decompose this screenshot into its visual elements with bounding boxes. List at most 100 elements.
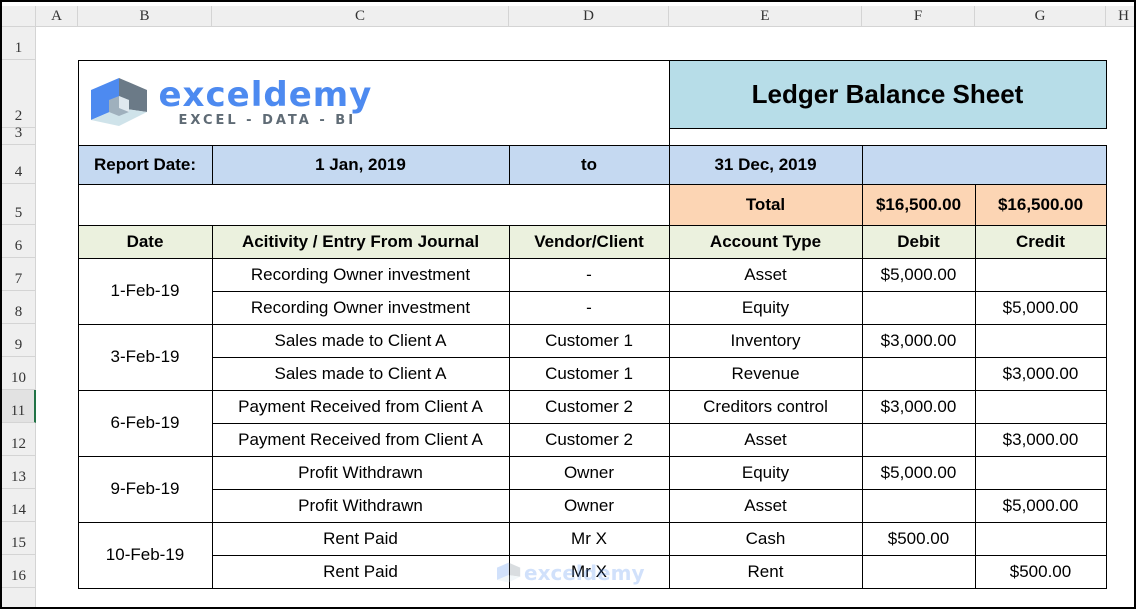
logo-name: exceldemy	[158, 75, 373, 115]
debit-cell[interactable]	[861, 554, 976, 589]
date-cell[interactable]: 1-Feb-19	[77, 257, 213, 325]
total-credit[interactable]: $16,500.00	[974, 183, 1107, 226]
column-header-G[interactable]: G	[975, 6, 1106, 27]
account-type-cell[interactable]: Asset	[668, 422, 863, 457]
debit-cell[interactable]: $3,000.00	[861, 389, 976, 424]
row-header-11[interactable]: 11	[2, 390, 36, 423]
vendor-cell[interactable]: Owner	[508, 488, 670, 523]
credit-cell[interactable]	[974, 389, 1107, 424]
account-type-cell[interactable]: Equity	[668, 290, 863, 325]
activity-cell[interactable]: Payment Received from Client A	[211, 422, 510, 457]
row-header-9[interactable]: 9	[2, 324, 36, 357]
credit-cell[interactable]	[974, 455, 1107, 490]
vendor-cell[interactable]: Customer 2	[508, 389, 670, 424]
activity-cell[interactable]: Sales made to Client A	[211, 356, 510, 391]
report-start-date[interactable]: 1 Jan, 2019	[211, 144, 510, 185]
credit-cell[interactable]	[974, 257, 1107, 292]
report-empty-cell[interactable]	[861, 144, 1107, 185]
total-label[interactable]: Total	[668, 183, 863, 226]
row-header-13[interactable]: 13	[2, 456, 36, 489]
report-end-date[interactable]: 31 Dec, 2019	[668, 144, 863, 185]
debit-cell[interactable]	[861, 488, 976, 523]
header-activity[interactable]: Acitivity / Entry From Journal	[211, 224, 510, 259]
column-header-F[interactable]: F	[862, 6, 975, 27]
activity-cell[interactable]: Recording Owner investment	[211, 257, 510, 292]
column-header-E[interactable]: E	[669, 6, 862, 27]
account-type-cell[interactable]: Rent	[668, 554, 863, 589]
debit-cell[interactable]: $500.00	[861, 521, 976, 556]
debit-cell[interactable]	[861, 422, 976, 457]
date-cell[interactable]: 3-Feb-19	[77, 323, 213, 391]
debit-cell[interactable]: $5,000.00	[861, 257, 976, 292]
account-type-cell[interactable]: Equity	[668, 455, 863, 490]
row-header-8[interactable]: 8	[2, 291, 36, 324]
row-header-7[interactable]: 7	[2, 258, 36, 291]
vendor-cell[interactable]: Customer 1	[508, 323, 670, 358]
row-header-3[interactable]: 3	[2, 125, 36, 145]
header-account-type[interactable]: Account Type	[668, 224, 863, 259]
debit-cell[interactable]	[861, 356, 976, 391]
credit-cell[interactable]: $3,000.00	[974, 422, 1107, 457]
row-header-17[interactable]	[2, 588, 36, 607]
debit-cell[interactable]: $5,000.00	[861, 455, 976, 490]
credit-cell[interactable]: $3,000.00	[974, 356, 1107, 391]
account-type-cell[interactable]: Cash	[668, 521, 863, 556]
debit-cell[interactable]	[861, 290, 976, 325]
column-header-C[interactable]: C	[212, 6, 509, 27]
sheet-title[interactable]: Ledger Balance Sheet	[668, 59, 1107, 129]
credit-cell[interactable]: $500.00	[974, 554, 1107, 589]
report-to-label[interactable]: to	[508, 144, 670, 185]
date-cell[interactable]: 10-Feb-19	[77, 521, 213, 589]
exceldemy-logo-icon	[90, 77, 147, 126]
row-header-5[interactable]: 5	[2, 184, 36, 225]
credit-cell[interactable]: $5,000.00	[974, 290, 1107, 325]
logo-cell[interactable]: exceldemy EXCEL - DATA - BI	[77, 59, 670, 146]
vendor-cell[interactable]: Mr X	[508, 554, 670, 589]
row-header-16[interactable]: 16	[2, 555, 36, 588]
account-type-cell[interactable]: Revenue	[668, 356, 863, 391]
activity-cell[interactable]: Profit Withdrawn	[211, 488, 510, 523]
activity-cell[interactable]: Rent Paid	[211, 554, 510, 589]
column-header-A[interactable]: A	[36, 6, 78, 27]
account-type-cell[interactable]: Inventory	[668, 323, 863, 358]
vendor-cell[interactable]: -	[508, 290, 670, 325]
report-date-label[interactable]: Report Date:	[77, 144, 213, 185]
header-vendor[interactable]: Vendor/Client	[508, 224, 670, 259]
header-debit[interactable]: Debit	[861, 224, 976, 259]
account-type-cell[interactable]: Asset	[668, 488, 863, 523]
header-credit[interactable]: Credit	[974, 224, 1107, 259]
row-header-15[interactable]: 15	[2, 522, 36, 555]
vendor-cell[interactable]: Mr X	[508, 521, 670, 556]
activity-cell[interactable]: Profit Withdrawn	[211, 455, 510, 490]
row-header-12[interactable]: 12	[2, 423, 36, 456]
debit-cell[interactable]: $3,000.00	[861, 323, 976, 358]
date-cell[interactable]: 6-Feb-19	[77, 389, 213, 457]
vendor-cell[interactable]: -	[508, 257, 670, 292]
vendor-cell[interactable]: Owner	[508, 455, 670, 490]
credit-cell[interactable]	[974, 323, 1107, 358]
row-header-2[interactable]: 2	[2, 60, 36, 128]
header-date[interactable]: Date	[77, 224, 213, 259]
activity-cell[interactable]: Payment Received from Client A	[211, 389, 510, 424]
credit-cell[interactable]	[974, 521, 1107, 556]
account-type-cell[interactable]: Creditors control	[668, 389, 863, 424]
select-all-button[interactable]	[2, 6, 36, 27]
empty-cell[interactable]	[77, 183, 670, 226]
credit-cell[interactable]: $5,000.00	[974, 488, 1107, 523]
vendor-cell[interactable]: Customer 2	[508, 422, 670, 457]
row-header-10[interactable]: 10	[2, 357, 36, 390]
account-type-cell[interactable]: Asset	[668, 257, 863, 292]
row-header-4[interactable]: 4	[2, 145, 36, 184]
activity-cell[interactable]: Recording Owner investment	[211, 290, 510, 325]
date-cell[interactable]: 9-Feb-19	[77, 455, 213, 523]
activity-cell[interactable]: Rent Paid	[211, 521, 510, 556]
row-header-1[interactable]: 1	[2, 27, 36, 60]
column-header-D[interactable]: D	[509, 6, 669, 27]
row-header-6[interactable]: 6	[2, 225, 36, 258]
vendor-cell[interactable]: Customer 1	[508, 356, 670, 391]
column-header-H[interactable]: H	[1106, 6, 1134, 27]
column-header-B[interactable]: B	[78, 6, 212, 27]
row-header-14[interactable]: 14	[2, 489, 36, 522]
activity-cell[interactable]: Sales made to Client A	[211, 323, 510, 358]
total-debit[interactable]: $16,500.00	[861, 183, 976, 226]
